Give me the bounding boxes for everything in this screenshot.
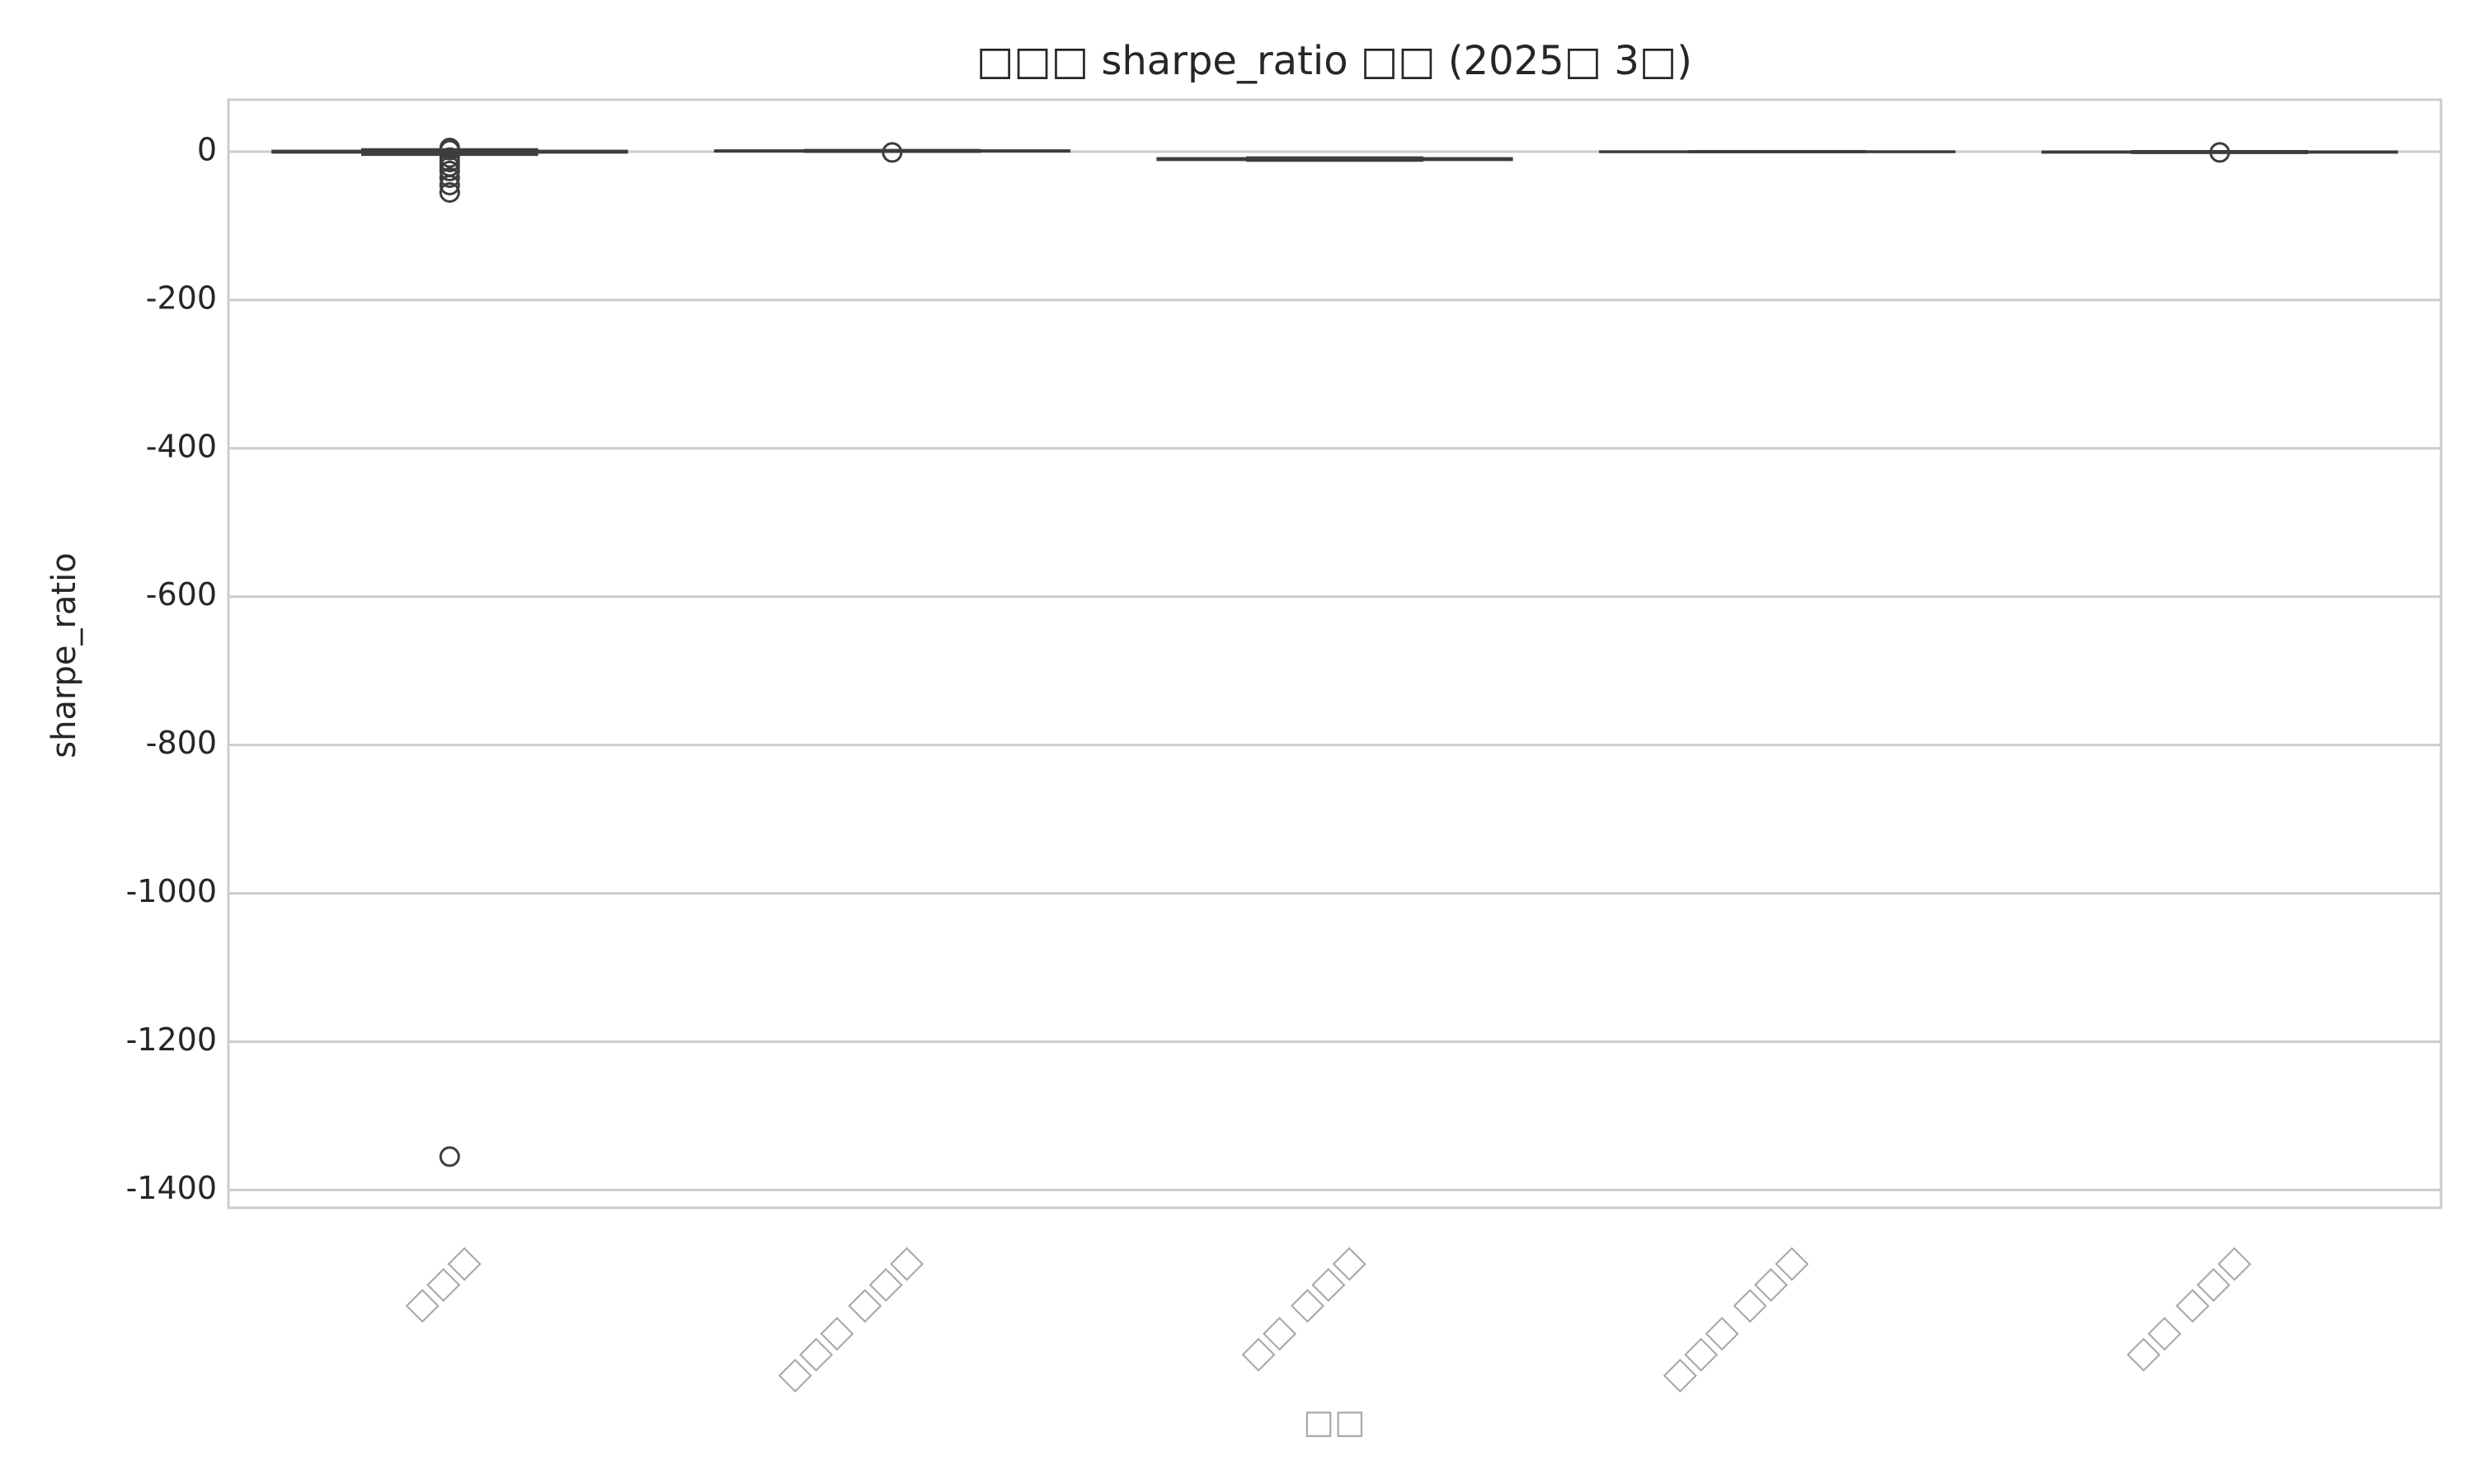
outlier bbox=[439, 139, 460, 161]
y-tick-label: -200 bbox=[146, 279, 217, 316]
x-tick-label: □□ □□□ bbox=[1234, 1239, 1371, 1377]
y-axis-label: sharpe_ratio bbox=[45, 552, 83, 758]
y-tick-label: -800 bbox=[146, 725, 217, 761]
outlier bbox=[2209, 142, 2231, 163]
y-tick-label: -400 bbox=[146, 428, 217, 464]
y-tick-label: -1200 bbox=[126, 1021, 217, 1058]
y-tick-label: -1000 bbox=[126, 873, 217, 909]
outlier bbox=[439, 167, 460, 188]
outlier bbox=[439, 1146, 460, 1167]
x-axis-label: □□ bbox=[1303, 1403, 1366, 1441]
y-tick-label: 0 bbox=[197, 131, 217, 167]
x-tick-label: □□□ bbox=[397, 1239, 486, 1327]
y-tick-label: -600 bbox=[146, 576, 217, 613]
plot-frame bbox=[227, 98, 2443, 1209]
x-tick-label: □□□ □□□ bbox=[770, 1239, 929, 1397]
y-tick-label: -1400 bbox=[126, 1170, 217, 1206]
outlier bbox=[439, 160, 460, 181]
outlier bbox=[439, 181, 460, 203]
outlier bbox=[882, 142, 903, 163]
chart-title: □□□ sharpe_ratio □□ (2025□ 3□) bbox=[976, 38, 1692, 84]
outlier bbox=[439, 174, 460, 195]
x-tick-label: □□□ □□□ bbox=[1655, 1239, 1813, 1397]
x-tick-label: □□ □□□ bbox=[2119, 1239, 2256, 1377]
